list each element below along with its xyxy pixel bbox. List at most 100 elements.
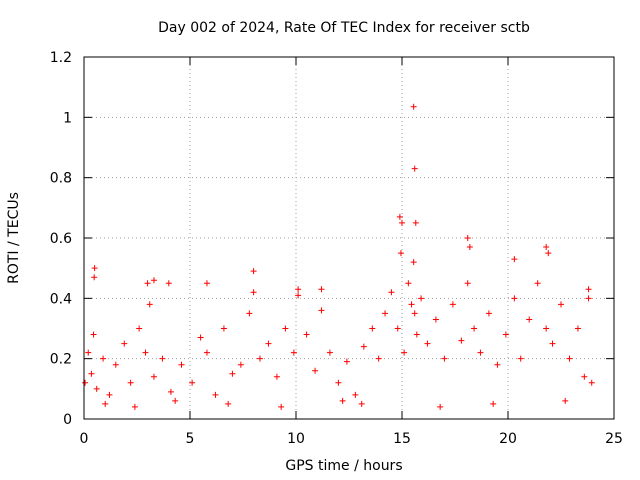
data-point [588, 379, 595, 386]
data-point [203, 280, 210, 287]
data-point [410, 259, 417, 266]
data-point [549, 340, 556, 347]
data-point [85, 349, 92, 356]
data-point [100, 355, 107, 362]
data-point [581, 373, 588, 380]
y-tick-label: 0.6 [50, 231, 72, 247]
data-point [229, 370, 236, 377]
data-point [112, 361, 119, 368]
data-point [408, 301, 415, 308]
data-point [396, 213, 403, 220]
data-point [449, 301, 456, 308]
data-point [146, 301, 153, 308]
data-point [411, 165, 418, 172]
y-tick-label: 0.8 [50, 171, 72, 187]
axis-ticks [83, 56, 615, 420]
data-point [566, 355, 573, 362]
data-point [165, 280, 172, 287]
x-tick-label: 25 [605, 431, 623, 447]
data-point [424, 340, 431, 347]
data-point [517, 355, 524, 362]
data-point [432, 316, 439, 323]
data-point [339, 397, 346, 404]
data-point [121, 340, 128, 347]
data-point [411, 310, 418, 317]
data-point [471, 325, 478, 332]
data-point [485, 310, 492, 317]
data-point [343, 358, 350, 365]
x-tick-label: 0 [80, 431, 89, 447]
data-point [131, 403, 138, 410]
chart-title: Day 002 of 2024, Rate Of TEC Index for r… [158, 20, 530, 36]
data-point [511, 295, 518, 302]
data-point [90, 331, 97, 338]
data-point [197, 334, 204, 341]
data-point [318, 307, 325, 314]
data-point [490, 400, 497, 407]
data-point [464, 235, 471, 241]
data-point [178, 361, 185, 368]
y-tick-label: 1.2 [50, 50, 72, 66]
y-tick-label: 1 [63, 110, 72, 126]
data-point [369, 325, 376, 332]
data-point [212, 391, 219, 398]
data-point [441, 355, 448, 362]
tick-labels: 0 5 10 15 20 25 0 0.2 0.4 0.6 0.8 1 1.2 [50, 50, 623, 447]
data-point [412, 219, 419, 226]
data-point [526, 316, 533, 323]
data-point [282, 325, 289, 332]
data-point [352, 391, 359, 398]
data-point [585, 286, 592, 293]
data-point [303, 331, 310, 338]
data-point [295, 286, 302, 293]
data-point [250, 289, 257, 296]
data-point [225, 400, 232, 407]
data-point [574, 325, 581, 332]
data-point [93, 385, 100, 392]
data-point [82, 379, 89, 386]
data-point [203, 349, 210, 356]
data-point [477, 349, 484, 356]
data-point [375, 355, 382, 362]
data-point [458, 337, 465, 344]
data-point [159, 355, 166, 362]
data-point [534, 280, 541, 287]
y-tick-label: 0 [63, 412, 72, 428]
data-point [397, 250, 404, 257]
data-point [136, 325, 143, 332]
data-points [82, 103, 595, 410]
data-point [273, 373, 280, 380]
data-point [405, 280, 412, 287]
x-tick-label: 5 [186, 431, 195, 447]
data-point [127, 379, 134, 386]
y-tick-label: 0.4 [50, 291, 72, 307]
data-point [142, 349, 149, 356]
data-point [256, 355, 263, 362]
data-point [418, 295, 425, 302]
data-point [326, 349, 333, 356]
data-point [545, 250, 552, 257]
data-point [413, 331, 420, 338]
x-tick-label: 10 [287, 431, 305, 447]
data-point [150, 373, 157, 380]
data-point [189, 379, 196, 386]
data-point [543, 325, 550, 332]
data-point [295, 292, 302, 299]
data-point [511, 256, 518, 263]
data-point [562, 397, 569, 404]
data-point [290, 349, 297, 356]
y-axis-label: ROTI / TECUs [6, 192, 22, 284]
data-point [237, 361, 244, 368]
grid-lines [84, 57, 614, 419]
data-point [360, 343, 367, 350]
data-point [410, 103, 417, 110]
data-point [150, 277, 157, 284]
data-point [358, 400, 365, 407]
data-point [312, 367, 319, 374]
data-point [335, 379, 342, 386]
data-point [278, 403, 285, 410]
data-point [494, 361, 501, 368]
x-tick-label: 20 [499, 431, 517, 447]
x-tick-label: 15 [393, 431, 411, 447]
